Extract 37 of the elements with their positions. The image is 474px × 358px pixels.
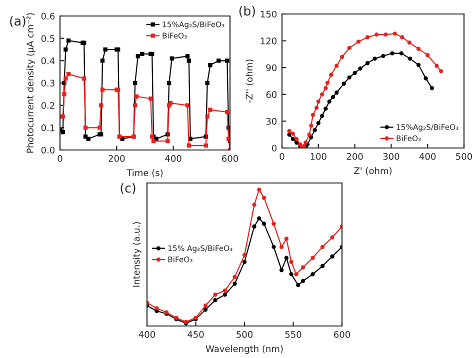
x-tick-label: 600: [334, 331, 350, 338]
y-tick-label: 90: [266, 64, 277, 72]
y-axis-title: -Z'' (ohm): [246, 60, 254, 103]
y-axis-title: Photocurrent density (μA cm⁻²): [26, 13, 36, 153]
x-tick-label: 300: [383, 153, 400, 160]
y-tick-label: 0.0: [41, 146, 55, 154]
x-tick-label: 500: [456, 153, 472, 160]
y-tick-label: 0.1: [41, 124, 54, 132]
x-tick-label: 550: [285, 331, 302, 338]
x-axis-title: Time (s): [126, 169, 163, 178]
x-tick-label: 400: [165, 155, 182, 162]
y-tick-label: 0.4: [41, 57, 55, 64]
y-tick-label: 60: [266, 91, 277, 98]
y-tick-label: 0.3: [41, 80, 54, 87]
y-axis-title: Intensity (a.u.): [132, 222, 142, 287]
x-tick-label: 500: [236, 331, 253, 338]
y-tick-label: 0.5: [41, 35, 54, 42]
chart-title: (b): [239, 6, 255, 18]
chart-title: (c): [120, 183, 136, 194]
x-axis-title: Wavelength (nm): [206, 345, 283, 354]
x-axis-title: Z' (ohm): [354, 167, 392, 176]
y-tick-label: 0.2: [41, 102, 54, 109]
x-tick-label: 0: [280, 153, 284, 160]
y-tick-label: 0: [272, 144, 277, 152]
x-tick-label: 400: [138, 331, 156, 338]
y-tick-label: 30: [266, 118, 277, 125]
x-tick-label: 100: [310, 153, 326, 160]
y-tick-label: 150: [260, 10, 277, 18]
x-tick-label: 600: [222, 155, 238, 162]
x-tick-label: 200: [346, 153, 363, 160]
x-tick-label: 200: [108, 155, 125, 162]
x-tick-label: 0: [58, 155, 62, 162]
y-tick-label: 120: [260, 38, 277, 44]
x-tick-label: 450: [188, 331, 204, 338]
chart-title: (a): [10, 16, 26, 28]
y-tick-label: 0.6: [41, 12, 55, 20]
x-tick-label: 400: [419, 153, 436, 160]
